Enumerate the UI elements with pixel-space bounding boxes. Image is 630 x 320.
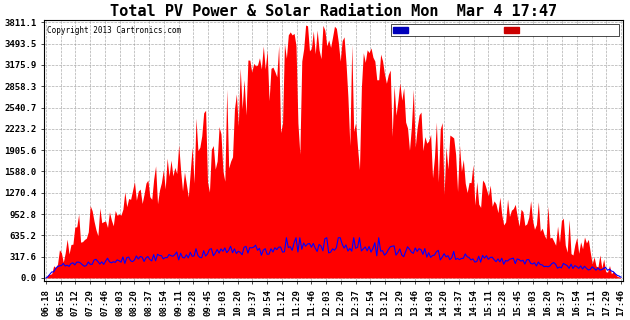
Title: Total PV Power & Solar Radiation Mon  Mar 4 17:47: Total PV Power & Solar Radiation Mon Mar…	[110, 4, 557, 19]
Text: Copyright 2013 Cartronics.com: Copyright 2013 Cartronics.com	[47, 26, 181, 35]
Legend: Radiation  (W/m2), PV Panels  (DC Watts): Radiation (W/m2), PV Panels (DC Watts)	[391, 24, 619, 36]
